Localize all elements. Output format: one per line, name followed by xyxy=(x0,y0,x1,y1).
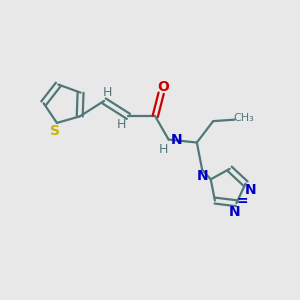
Text: S: S xyxy=(50,124,60,138)
Text: N: N xyxy=(196,169,208,183)
Text: N: N xyxy=(245,183,257,197)
Text: H: H xyxy=(103,86,112,99)
Text: N: N xyxy=(229,205,241,219)
Text: CH₃: CH₃ xyxy=(233,113,254,123)
Text: N: N xyxy=(170,133,182,147)
Text: O: O xyxy=(157,80,169,94)
Text: =: = xyxy=(237,194,249,208)
Text: H: H xyxy=(116,118,126,131)
Text: H: H xyxy=(159,143,168,157)
